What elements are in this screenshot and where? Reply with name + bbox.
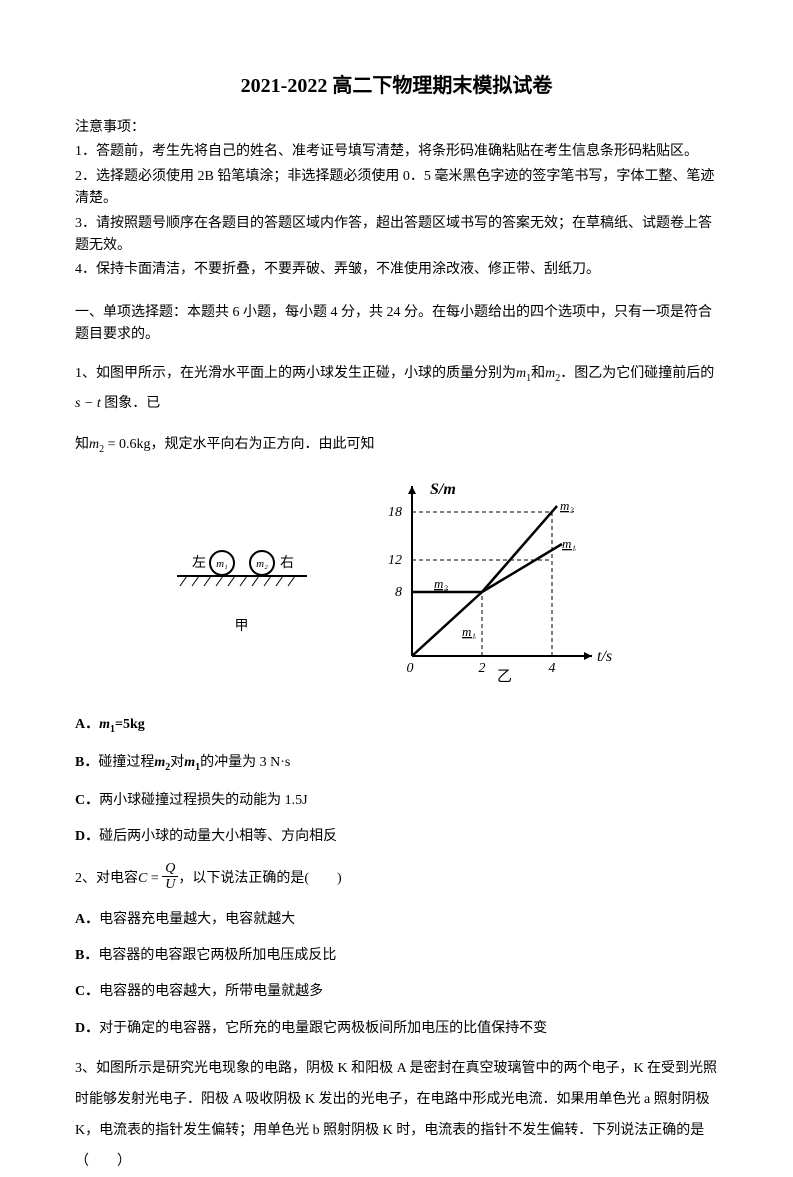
question-1-line1: 1、如图甲所示，在光滑水平面上的两小球发生正碰，小球的质量分别为m1和m2．图乙… bbox=[75, 359, 718, 421]
q1-c-text: 两小球碰撞过程损失的动能为 1.5J bbox=[99, 793, 307, 808]
q1-b-suffix: 的冲量为 3 N·s bbox=[200, 755, 290, 770]
q2-fraction: QU bbox=[162, 861, 178, 893]
st-chart: 8 12 18 2 4 0 S/m t/s m₁ m₂ m₁ bbox=[362, 476, 622, 686]
q2-prefix: 2、对电容 bbox=[75, 871, 138, 886]
q1-a-m: m bbox=[99, 717, 110, 732]
page-title: 2021-2022 高二下物理期末模拟试卷 bbox=[75, 70, 718, 102]
q2-frac-num: Q bbox=[162, 861, 178, 877]
q2-a-label: A． bbox=[75, 912, 99, 927]
q1-option-d: D．碰后两小球的动量大小相等、方向相反 bbox=[75, 826, 718, 848]
xlabel: t/s bbox=[597, 648, 612, 665]
yi-caption: 乙 bbox=[497, 669, 512, 685]
ytick-8: 8 bbox=[395, 585, 402, 600]
q1-m1: m bbox=[516, 366, 526, 381]
q1-d-text: 碰后两小球的动量大小相等、方向相反 bbox=[99, 829, 337, 844]
q1-b-m1: m bbox=[184, 755, 195, 770]
q1-st: s − t bbox=[75, 396, 101, 411]
q1-b-m2: m bbox=[154, 755, 165, 770]
q1-a-label: A． bbox=[75, 717, 99, 732]
q1-b-mid: 对 bbox=[170, 755, 184, 770]
q1-d-label: D． bbox=[75, 829, 99, 844]
series-m2-label-a: m₂ bbox=[434, 576, 448, 591]
q2-option-a: A．电容器充电量越大，电容就越大 bbox=[75, 909, 718, 931]
jia-caption: 甲 bbox=[235, 616, 249, 638]
ytick-12: 12 bbox=[388, 553, 402, 568]
q2-option-c: C．电容器的电容越大，所带电量就越多 bbox=[75, 981, 718, 1003]
q2-c-text: 电容器的电容越大，所带电量就越多 bbox=[99, 984, 323, 999]
q2-d-label: D． bbox=[75, 1021, 99, 1036]
q2-b-text: 电容器的电容跟它两极所加电压成反比 bbox=[98, 948, 336, 963]
origin-0: 0 bbox=[406, 661, 413, 676]
diagram-jia: m₁ m₂ 左 右 甲 bbox=[172, 531, 312, 638]
q1-m2: m bbox=[545, 366, 555, 381]
q1-l2-suffix: ，规定水平向右为正方向．由此可知 bbox=[151, 437, 375, 452]
q1-l2-prefix: 知 bbox=[75, 437, 89, 452]
ytick-18: 18 bbox=[388, 505, 402, 520]
q2-C: C bbox=[138, 871, 147, 886]
right-label: 右 bbox=[280, 555, 294, 571]
question-2: 2、对电容C = QU，以下说法正确的是( ) bbox=[75, 863, 718, 895]
q2-a-text: 电容器充电量越大，电容就越大 bbox=[99, 912, 295, 927]
q1-and: 和 bbox=[531, 366, 545, 381]
q1-m2eq: m bbox=[89, 437, 99, 452]
q1-figures: m₁ m₂ 左 右 甲 8 12 18 2 4 0 bbox=[75, 476, 718, 694]
q1-c-label: C． bbox=[75, 793, 99, 808]
notice-heading: 注意事项： bbox=[75, 117, 718, 139]
q1-option-b: B．碰撞过程m2对m1的冲量为 3 N·s bbox=[75, 752, 718, 776]
q1-b-label: B． bbox=[75, 755, 98, 770]
collision-diagram: m₁ m₂ 左 右 bbox=[172, 531, 312, 601]
q2-suffix: ，以下说法正确的是( ) bbox=[178, 871, 341, 886]
question-1-line2: 知m2 = 0.6kg，规定水平向右为正方向．由此可知 bbox=[75, 430, 718, 461]
ball-m2-label: m₂ bbox=[256, 558, 268, 570]
q2-d-text: 对于确定的电容器，它所充的电量跟它两极板间所加电压的比值保持不变 bbox=[99, 1021, 547, 1036]
q1-a-suffix: =5kg bbox=[115, 717, 145, 732]
diagram-yi: 8 12 18 2 4 0 S/m t/s m₁ m₂ m₁ bbox=[362, 476, 622, 694]
q2-option-b: B．电容器的电容跟它两极所加电压成反比 bbox=[75, 945, 718, 967]
q1-suffix: 图象．已 bbox=[104, 396, 160, 411]
notice-item-3: 3．请按照题号顺序在各题目的答题区域内作答，超出答题区域书写的答案无效；在草稿纸… bbox=[75, 213, 718, 258]
q1-prefix: 1、如图甲所示，在光滑水平面上的两小球发生正碰，小球的质量分别为 bbox=[75, 366, 516, 381]
notice-item-4: 4．保持卡面清洁，不要折叠，不要弄破、弄皱，不准使用涂改液、修正带、刮纸刀。 bbox=[75, 259, 718, 281]
section-1-heading: 一、单项选择题：本题共 6 小题，每小题 4 分，共 24 分。在每小题给出的四… bbox=[75, 302, 718, 347]
q2-frac-den: U bbox=[162, 877, 178, 892]
q1-b-prefix: 碰撞过程 bbox=[98, 755, 154, 770]
ball-m1-label: m₁ bbox=[216, 558, 228, 570]
q1-eq: = 0.6kg bbox=[104, 437, 150, 452]
q2-b-label: B． bbox=[75, 948, 98, 963]
q2-eq: = bbox=[147, 871, 162, 886]
left-label: 左 bbox=[192, 555, 206, 571]
notice-item-2: 2．选择题必须使用 2B 铅笔填涂；非选择题必须使用 0．5 毫米黑色字迹的签字… bbox=[75, 166, 718, 211]
q1-option-c: C．两小球碰撞过程损失的动能为 1.5J bbox=[75, 790, 718, 812]
xtick-2: 2 bbox=[478, 661, 485, 676]
xtick-4: 4 bbox=[548, 661, 555, 676]
ylabel: S/m bbox=[430, 481, 456, 498]
question-3: 3、如图所示是研究光电现象的电路，阴极 K 和阳极 A 是密封在真空玻璃管中的两… bbox=[75, 1054, 718, 1177]
q2-option-d: D．对于确定的电容器，它所充的电量跟它两极板间所加电压的比值保持不变 bbox=[75, 1018, 718, 1040]
series-m1-label-b: m₁ bbox=[562, 536, 576, 551]
notice-item-1: 1．答题前，考生先将自己的姓名、准考证号填写清楚，将条形码准确粘贴在考生信息条形… bbox=[75, 141, 718, 163]
q1-mid: ．图乙为它们碰撞前后的 bbox=[560, 366, 714, 381]
q2-c-label: C． bbox=[75, 984, 99, 999]
series-m2-label-b: m₂ bbox=[560, 498, 574, 513]
series-m1-label-a: m₁ bbox=[462, 624, 476, 639]
q1-option-a: A．m1=5kg bbox=[75, 714, 718, 738]
